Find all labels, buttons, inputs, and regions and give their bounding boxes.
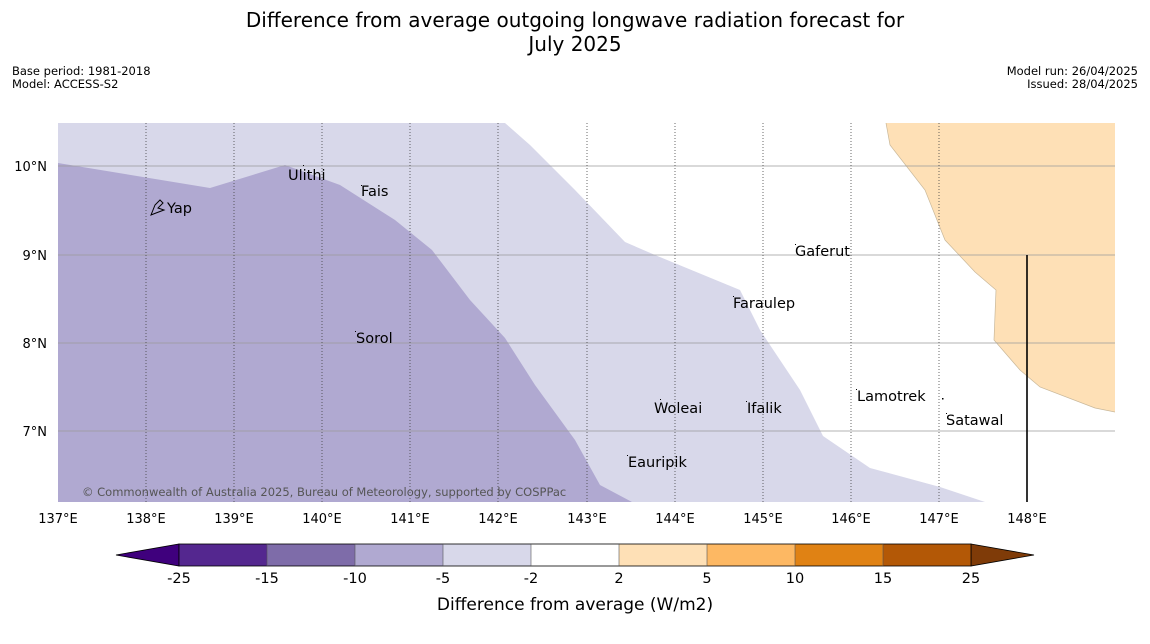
lat-label-10n: 10°N: [14, 160, 47, 175]
colorbar-tick: 5: [702, 571, 711, 587]
lon-label-139e: 139°E: [214, 512, 254, 527]
lon-label-145e: 145°E: [743, 512, 783, 527]
lon-label-146e: 146°E: [831, 512, 871, 527]
colorbar-tick: 2: [614, 571, 623, 587]
title-line-1: Difference from average outgoing longwav…: [245, 8, 905, 32]
colorbar-tick: -15: [255, 571, 279, 587]
place-gaferut: Gaferut: [795, 244, 850, 260]
yap-island: [150, 199, 166, 216]
lat-label-8n: 8°N: [23, 337, 48, 352]
lon-label-148e: 148°E: [1007, 512, 1047, 527]
lon-tick-labels: 137°E 138°E 139°E 140°E 141°E 142°E 143°…: [38, 512, 1047, 527]
colorbar: -25 -15 -10 -5 -2 2 5 10 15 25 Differenc…: [115, 543, 1035, 615]
lon-label-141e: 141°E: [390, 512, 430, 527]
place-satawal: Satawal: [946, 413, 1003, 429]
colorbar-cell: [355, 544, 443, 566]
colorbar-cell: [619, 544, 707, 566]
place-sorol: Sorol: [356, 331, 393, 347]
colorbar-title: Difference from average (W/m2): [437, 595, 713, 615]
place-eauripik: Eauripik: [628, 455, 687, 471]
metadata-left: Base period: 1981-2018 Model: ACCESS-S2: [12, 65, 151, 91]
lon-label-142e: 142°E: [478, 512, 518, 527]
colorbar-tick-labels: -25 -15 -10 -5 -2 2 5 10 15 25: [167, 571, 980, 587]
island-markers: [303, 165, 947, 456]
colorbar-frame: [178, 543, 972, 567]
colorbar-tick: -5: [436, 571, 450, 587]
place-woleai: Woleai: [654, 401, 702, 417]
colorbar-tick: 25: [962, 571, 980, 587]
model-name: Model: ACCESS-S2: [12, 77, 119, 91]
lon-label-138e: 138°E: [126, 512, 166, 527]
colorbar-extend-high: [970, 543, 1035, 567]
colorbar-cell: [179, 544, 267, 566]
place-ulithi: Ulithi: [288, 168, 326, 184]
lon-label-143e: 143°E: [567, 512, 607, 527]
place-fais: Fais: [361, 184, 388, 200]
colorbar-tick: -25: [167, 571, 191, 587]
colorbar-tick: 15: [874, 571, 892, 587]
colorbar-tick: -10: [343, 571, 367, 587]
lon-label-144e: 144°E: [655, 512, 695, 527]
colorbar-extend-low: [115, 543, 180, 567]
lat-label-9n: 9°N: [23, 249, 48, 264]
colorbar-cell: [531, 544, 619, 566]
lon-gridlines: [145, 123, 940, 502]
colorbar-dividers: [266, 544, 884, 566]
copyright-text: © Commonwealth of Australia 2025, Bureau…: [82, 485, 566, 499]
metadata-right: Model run: 26/04/2025 Issued: 28/04/2025: [1007, 65, 1138, 91]
place-yap: Yap: [166, 201, 192, 217]
lat-label-7n: 7°N: [23, 425, 48, 440]
colorbar-cell: [707, 544, 795, 566]
colorbar-cell: [795, 544, 883, 566]
place-faraulep: Faraulep: [733, 296, 795, 312]
title-line-2: July 2025: [528, 32, 622, 56]
colorbar-cell: [883, 544, 971, 566]
lon-label-147e: 147°E: [919, 512, 959, 527]
place-lamotrek: Lamotrek: [857, 389, 926, 405]
map-area: Yap Ulithi Fais Gaferut Faraulep Sorol W…: [58, 123, 1115, 502]
lat-tick-labels: 10°N 9°N 8°N 7°N: [14, 160, 47, 440]
lon-label-137e: 137°E: [38, 512, 78, 527]
band-minus10-minus5: [58, 163, 632, 502]
base-period: Base period: 1981-2018: [12, 64, 151, 78]
colorbar-tick: 10: [786, 571, 804, 587]
model-run: Model run: 26/04/2025: [1006, 64, 1138, 78]
place-ifalik: Ifalik: [747, 401, 782, 417]
map-title: Difference from average outgoing longwav…: [0, 8, 1150, 56]
band-2-5: [886, 123, 1115, 412]
colorbar-cell: [267, 544, 355, 566]
colorbar-cell: [443, 544, 531, 566]
issued-date: Issued: 28/04/2025: [1027, 77, 1138, 91]
lon-label-140e: 140°E: [302, 512, 342, 527]
colorbar-tick: -2: [524, 571, 538, 587]
